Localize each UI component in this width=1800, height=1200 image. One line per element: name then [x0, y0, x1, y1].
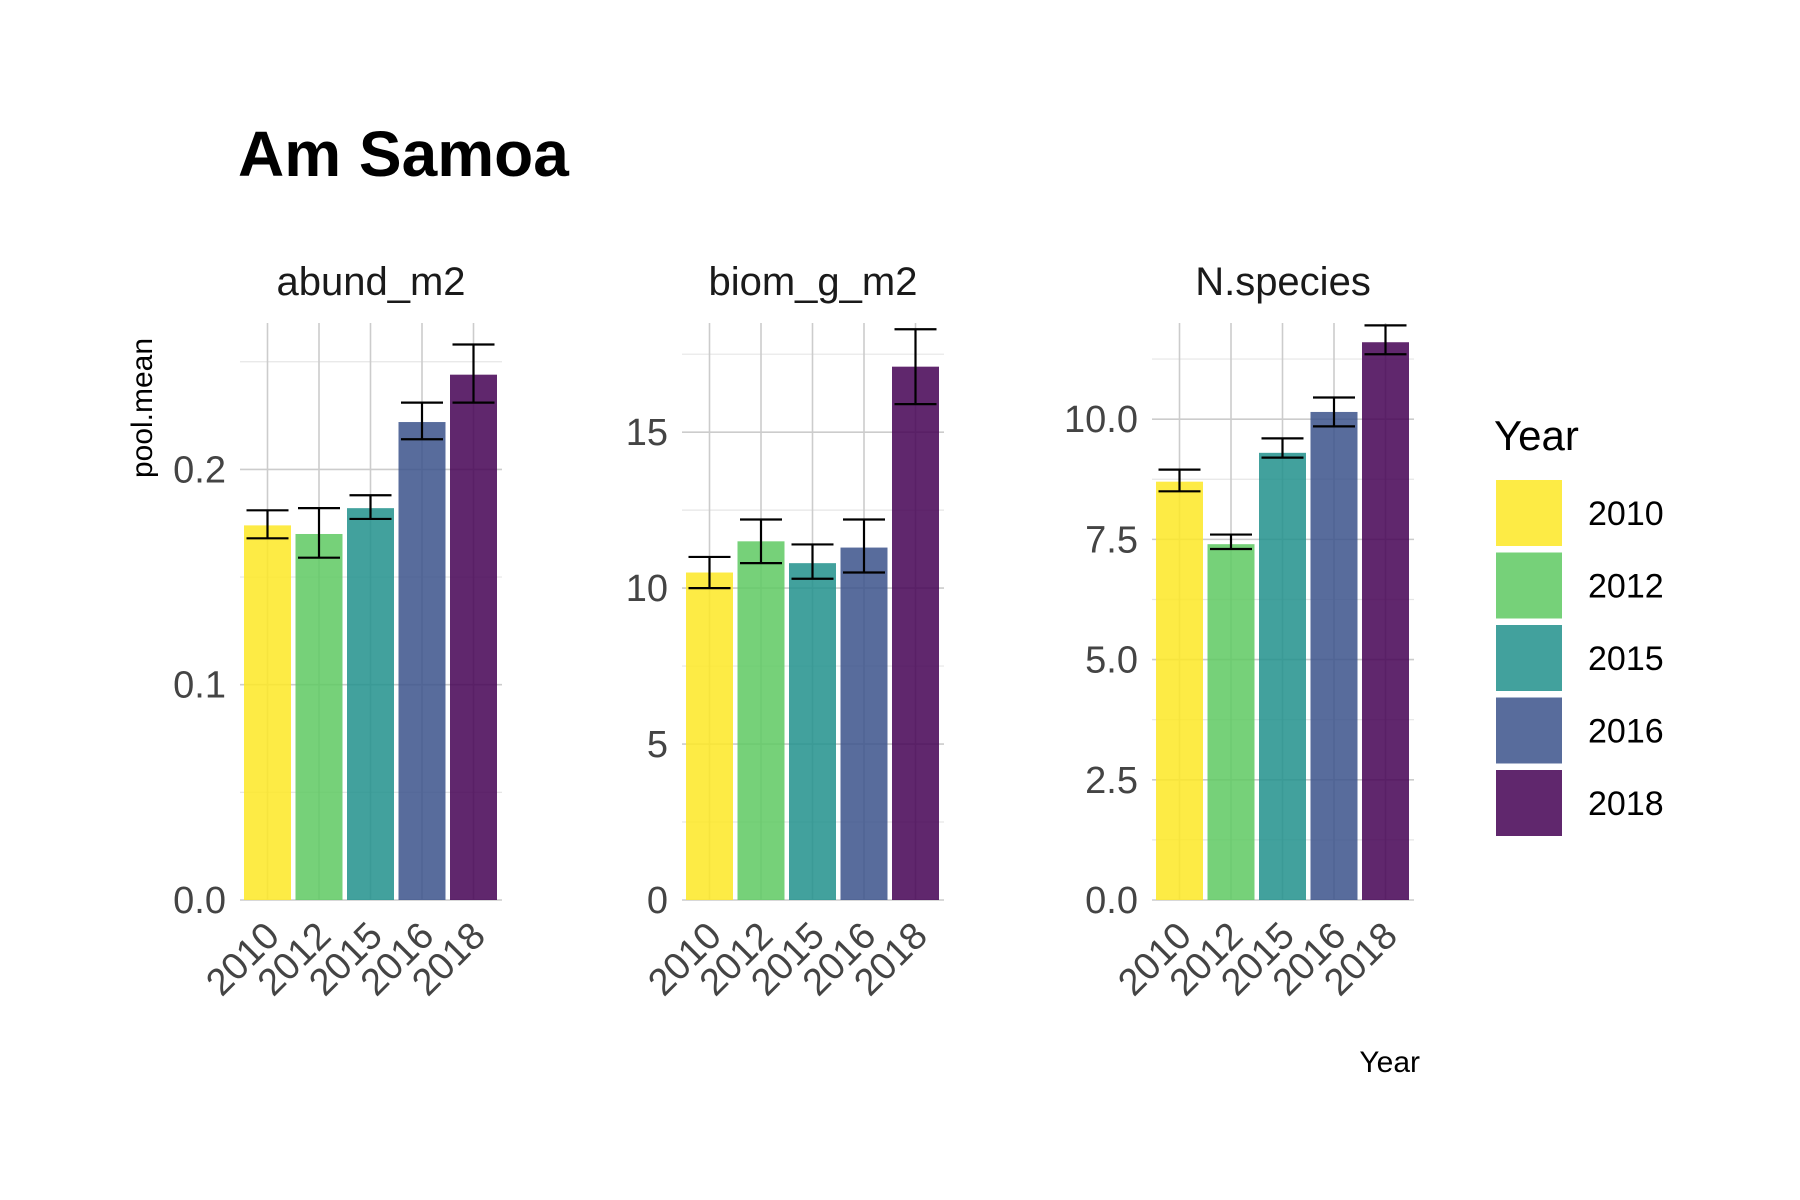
y-tick-label: 0 — [647, 880, 668, 922]
y-tick-label: 10.0 — [1064, 399, 1138, 441]
y-tick-label: 15 — [626, 412, 668, 454]
legend-swatch — [1496, 552, 1562, 619]
y-tick-label: 7.5 — [1085, 519, 1138, 561]
legend-item-2018: 2018 — [1496, 770, 1664, 836]
x-axis-title: Year — [1359, 1046, 1420, 1079]
legend-swatch — [1496, 480, 1562, 546]
error-bar-2012 — [1210, 533, 1252, 551]
error-bar-2018 — [1364, 324, 1407, 356]
legend-item-2012: 2012 — [1496, 552, 1664, 619]
error-bar-2016 — [401, 401, 443, 441]
error-bar-2015 — [1261, 437, 1304, 459]
bar-2012 — [1207, 544, 1255, 900]
error-bar-2018 — [452, 343, 495, 404]
panel-title: biom_g_m2 — [708, 260, 917, 304]
legend-item-2016: 2016 — [1496, 697, 1664, 764]
bar-2015 — [789, 563, 836, 900]
bar-2015 — [347, 508, 394, 900]
legend-title: Year — [1494, 412, 1579, 459]
bar-2010 — [244, 525, 291, 900]
y-tick-label: 0.2 — [173, 449, 226, 491]
legend-swatch — [1496, 697, 1562, 764]
y-tick-label: 0.1 — [173, 665, 226, 707]
legend-swatch — [1496, 625, 1562, 691]
legend-label: 2016 — [1588, 713, 1664, 751]
legend-label: 2015 — [1588, 640, 1664, 678]
bar-2016 — [398, 422, 446, 900]
y-tick-label: 0.0 — [1085, 880, 1138, 922]
legend-item-2015: 2015 — [1496, 625, 1664, 691]
error-bar-2010 — [688, 555, 731, 590]
error-bar-2012 — [298, 507, 340, 559]
error-bar-2015 — [349, 494, 392, 521]
y-tick-label: 0.0 — [173, 880, 226, 922]
bar-2018 — [1362, 342, 1409, 900]
error-bar-2012 — [740, 518, 782, 565]
bar-2018 — [450, 374, 497, 900]
y-tick-label: 5.0 — [1085, 640, 1138, 682]
bar-2015 — [1259, 452, 1306, 900]
panel-title: abund_m2 — [276, 260, 465, 304]
error-bar-2015 — [791, 543, 834, 580]
error-bar-2018 — [894, 328, 937, 406]
chart-panels: abund_m20.00.10.220102012201520162018bio… — [173, 260, 1414, 1004]
error-bar-2010 — [1158, 468, 1201, 493]
legend-item-2010: 2010 — [1496, 480, 1664, 546]
legend-swatch — [1496, 770, 1562, 836]
bar-2010 — [686, 572, 733, 900]
panel-title: N.species — [1195, 260, 1371, 304]
error-bar-2016 — [1313, 396, 1355, 428]
legend-label: 2018 — [1588, 785, 1664, 823]
bar-2016 — [840, 547, 888, 900]
y-tick-label: 5 — [647, 724, 668, 766]
error-bar-2010 — [246, 509, 289, 540]
y-tick-label: 10 — [626, 568, 668, 610]
legend-label: 2012 — [1588, 568, 1664, 606]
chart-title: Am Samoa — [238, 118, 569, 190]
legend: Year 2010 2012 2015 2016 2018 — [1494, 412, 1664, 836]
bar-2010 — [1156, 481, 1203, 900]
y-tick-label: 2.5 — [1085, 760, 1138, 802]
error-bar-2016 — [843, 518, 885, 574]
bar-2012 — [737, 541, 785, 900]
panel-n-species: N.species0.02.55.07.510.0201020122015201… — [1064, 260, 1414, 1004]
bar-2016 — [1310, 411, 1358, 900]
y-axis-title: pool.mean — [126, 338, 159, 478]
bar-2018 — [892, 366, 939, 900]
legend-label: 2010 — [1588, 495, 1664, 533]
bar-2012 — [295, 533, 343, 900]
